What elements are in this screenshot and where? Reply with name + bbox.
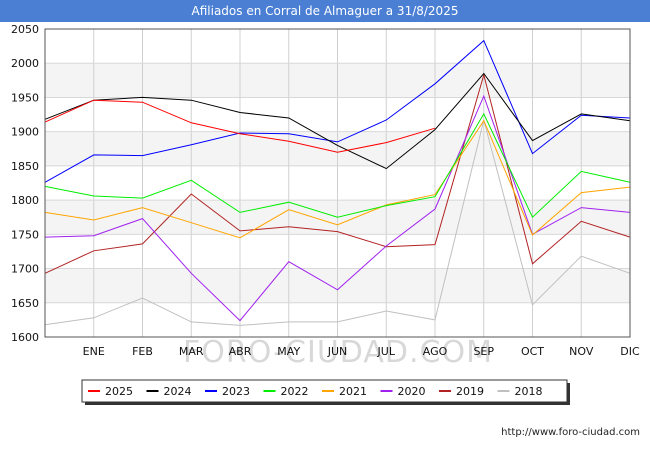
y-tick-label: 2050 [11,23,39,36]
series-line-2025 [44,99,436,153]
x-tick-label: JUN [327,345,348,358]
legend-label-2025: 2025 [105,385,133,398]
legend-label-2024: 2024 [164,385,192,398]
legend: 2025 2024 2023 2022 2021 2020 2019 2018 [81,379,570,405]
x-tick-label: ENE [83,345,105,358]
source-url[interactable]: http://www.foro-ciudad.com [501,427,640,438]
vertical-gridlines [93,29,582,337]
legend-label-2020: 2020 [398,385,426,398]
series-lines [44,39,631,326]
plot-frame [44,28,631,338]
y-tick-label: 1800 [11,194,39,207]
series-line-2023 [44,39,631,183]
series-line-2024 [44,72,631,170]
y-tick-label: 1750 [11,228,39,241]
legend-label-2019: 2019 [456,385,484,398]
y-tick-label: 1700 [11,263,39,276]
series-line-2021 [44,119,631,239]
x-tick-label: MAR [179,345,204,358]
x-tick-label: NOV [569,345,594,358]
x-tick-label: OCT [521,345,544,358]
legend-label-2018: 2018 [515,385,543,398]
watermark: FORO-CIUDAD.COM [183,335,493,370]
series-line-2018 [44,119,631,326]
series-line-2019 [44,72,631,274]
chart-title: Afiliados en Corral de Almaguer a 31/8/2… [0,0,650,22]
y-tick-label: 2000 [11,57,39,70]
x-tick-label: JUL [377,345,396,358]
x-tick-label: DIC [620,345,640,358]
x-axis-ticks: ENE FEB MAR ABR MAY JUN JUL AGO SEP OCT NOV DIC [83,345,640,358]
legend-label-2022: 2022 [281,385,309,398]
y-tick-label: 1650 [11,297,39,310]
y-tick-label: 1600 [11,331,39,344]
legend-label-2023: 2023 [222,385,250,398]
legend-label-2021: 2021 [339,385,367,398]
x-tick-label: AGO [423,345,448,358]
x-tick-label: MAY [277,345,300,358]
y-axis-ticks: 1600 1650 1700 1750 1800 1850 1900 1950 2000 2050 [11,23,39,344]
y-tick-label: 1950 [11,91,39,104]
series-line-2022 [44,112,631,219]
x-tick-label: ABR [229,345,252,358]
y-tick-label: 1850 [11,160,39,173]
x-tick-label: SEP [473,345,494,358]
x-tick-label: FEB [132,345,153,358]
y-tick-label: 1900 [11,126,39,139]
